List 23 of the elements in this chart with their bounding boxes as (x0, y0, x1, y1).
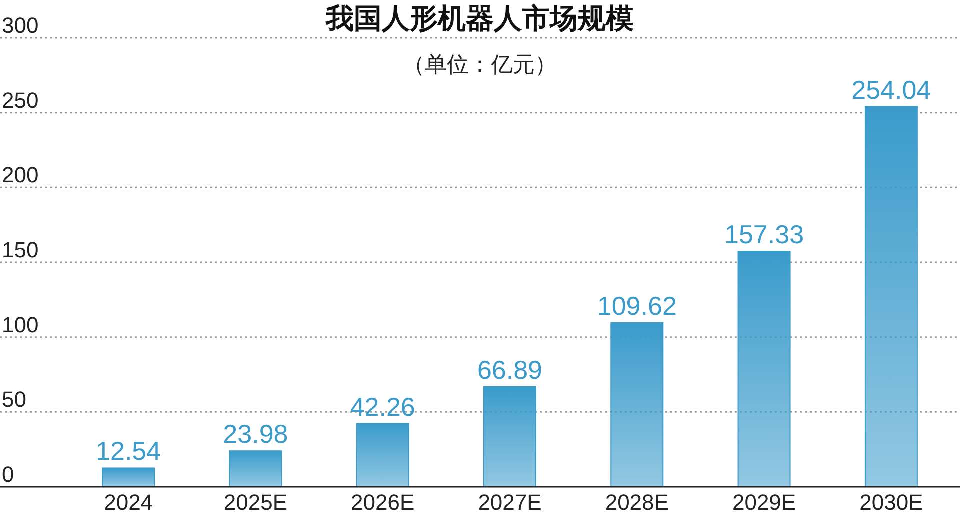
y-tick-label: 200 (2, 162, 39, 188)
x-tick-label: 2027E (478, 490, 542, 514)
data-label: 157.33 (724, 220, 804, 250)
data-label: 42.26 (350, 392, 416, 422)
x-tick-label: 2024 (104, 490, 154, 514)
y-tick-label: 250 (2, 88, 39, 113)
data-label: 109.62 (597, 290, 677, 321)
chart-title: 我国人形机器人市场规模 (325, 3, 634, 34)
y-tick-label: 100 (2, 312, 39, 338)
x-tick-label: 2030E (860, 490, 924, 514)
x-tick-label: 2025E (224, 490, 288, 514)
x-tick-label: 2026E (351, 490, 415, 514)
data-label: 254.04 (852, 74, 932, 105)
y-tick-label: 150 (2, 238, 39, 262)
x-tick-label: 2028E (605, 490, 669, 514)
y-tick-label: 50 (2, 387, 26, 412)
data-label: 23.98 (223, 419, 288, 450)
text: （单位：亿元） (403, 52, 557, 77)
data-label: 66.89 (477, 354, 543, 385)
y-tick-label: 300 (2, 13, 39, 38)
x-tick-label: 2029E (732, 490, 796, 514)
y-tick-label: 0 (2, 462, 14, 487)
data-label: 12.54 (96, 436, 162, 466)
